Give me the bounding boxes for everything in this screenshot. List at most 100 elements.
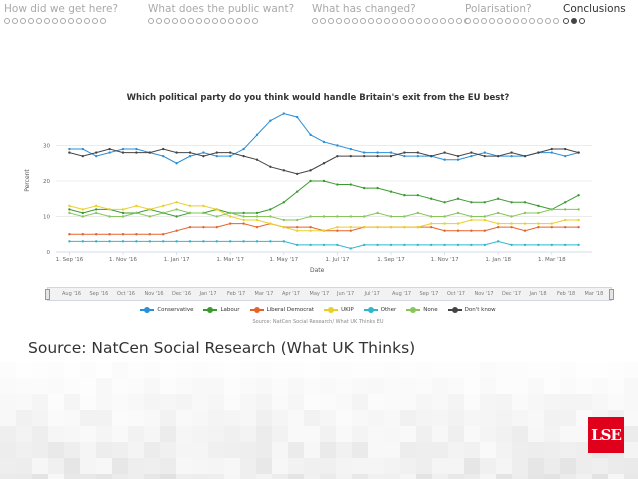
data-point[interactable] <box>510 215 513 218</box>
data-point[interactable] <box>322 215 326 218</box>
data-point[interactable] <box>269 222 272 225</box>
nav-progress-dot[interactable] <box>84 18 90 24</box>
data-point[interactable] <box>403 151 406 154</box>
data-point[interactable] <box>242 240 245 243</box>
series-line[interactable] <box>69 148 579 175</box>
data-point[interactable] <box>456 211 460 215</box>
nav-section-title[interactable]: What does the public want? <box>148 3 295 15</box>
data-point[interactable] <box>269 240 272 243</box>
series-line[interactable] <box>69 208 579 221</box>
nav-section-what-has-changed[interactable]: What has changed? <box>312 3 470 24</box>
nav-progress-dot[interactable] <box>448 18 454 24</box>
data-point[interactable] <box>389 190 393 193</box>
data-point[interactable] <box>443 229 446 232</box>
data-point[interactable] <box>81 233 84 236</box>
data-point[interactable] <box>497 197 500 200</box>
data-point[interactable] <box>121 233 125 236</box>
data-point[interactable] <box>255 211 259 215</box>
data-point[interactable] <box>108 233 111 236</box>
data-point[interactable] <box>456 222 460 225</box>
data-point[interactable] <box>564 147 567 151</box>
data-point[interactable] <box>349 147 352 151</box>
data-point[interactable] <box>497 211 500 215</box>
data-point[interactable] <box>523 201 527 204</box>
data-point[interactable] <box>121 211 125 215</box>
data-point[interactable] <box>322 162 326 165</box>
data-point[interactable] <box>403 194 406 197</box>
data-point[interactable] <box>483 243 486 247</box>
data-point[interactable] <box>162 204 165 208</box>
data-point[interactable] <box>550 243 553 247</box>
data-point[interactable] <box>255 240 259 243</box>
data-point[interactable] <box>81 147 84 151</box>
data-point[interactable] <box>269 208 272 211</box>
nav-progress-dot[interactable] <box>228 18 234 24</box>
data-point[interactable] <box>175 240 178 243</box>
nav-progress-dot[interactable] <box>60 18 66 24</box>
data-point[interactable] <box>108 151 111 154</box>
data-point[interactable] <box>202 151 205 154</box>
data-point[interactable] <box>269 215 272 218</box>
data-point[interactable] <box>430 197 433 200</box>
data-point[interactable] <box>349 225 352 229</box>
nav-progress-dot[interactable] <box>579 18 585 24</box>
nav-progress-dot[interactable] <box>4 18 10 24</box>
nav-progress-dot[interactable] <box>44 18 50 24</box>
data-point[interactable] <box>416 151 419 154</box>
data-point[interactable] <box>215 208 218 211</box>
series-line[interactable] <box>69 180 579 218</box>
data-point[interactable] <box>81 240 84 243</box>
data-point[interactable] <box>296 243 299 247</box>
data-point[interactable] <box>470 218 473 222</box>
data-point[interactable] <box>456 158 460 161</box>
nav-progress-dot[interactable] <box>220 18 226 24</box>
data-point[interactable] <box>229 222 232 225</box>
legend-item[interactable]: Labour <box>203 307 240 313</box>
nav-section-title[interactable]: How did we get here? <box>4 3 119 15</box>
data-point[interactable] <box>135 204 138 208</box>
data-point[interactable] <box>175 151 178 154</box>
data-point[interactable] <box>95 208 98 211</box>
nav-progress-dot[interactable] <box>489 18 495 24</box>
data-point[interactable] <box>564 208 567 211</box>
data-point[interactable] <box>175 215 178 218</box>
data-point[interactable] <box>510 151 513 154</box>
data-point[interactable] <box>416 154 419 158</box>
data-point[interactable] <box>229 211 232 215</box>
data-point[interactable] <box>349 154 352 158</box>
data-point[interactable] <box>229 215 232 218</box>
data-point[interactable] <box>403 243 406 247</box>
nav-progress-dot[interactable] <box>164 18 170 24</box>
data-point[interactable] <box>175 162 178 165</box>
data-point[interactable] <box>416 243 419 247</box>
data-point[interactable] <box>336 154 339 158</box>
data-point[interactable] <box>135 233 138 236</box>
data-point[interactable] <box>537 204 540 208</box>
data-point[interactable] <box>443 151 446 154</box>
data-point[interactable] <box>470 154 473 158</box>
nav-progress-dot[interactable] <box>68 18 74 24</box>
data-point[interactable] <box>349 215 352 218</box>
data-point[interactable] <box>443 222 446 225</box>
data-point[interactable] <box>188 204 192 208</box>
data-point[interactable] <box>389 225 393 229</box>
nav-progress-dot[interactable] <box>440 18 446 24</box>
nav-progress-dot[interactable] <box>252 18 258 24</box>
data-point[interactable] <box>483 154 486 158</box>
nav-progress-dot[interactable] <box>148 18 154 24</box>
data-point[interactable] <box>215 151 218 154</box>
data-point[interactable] <box>537 225 540 229</box>
data-point[interactable] <box>108 240 111 243</box>
legend-item[interactable]: Don't know <box>447 307 496 313</box>
data-point[interactable] <box>523 229 527 232</box>
data-point[interactable] <box>81 215 84 218</box>
data-point[interactable] <box>510 222 513 225</box>
nav-section-how-did-we-get-here[interactable]: How did we get here? <box>4 3 118 24</box>
data-point[interactable] <box>296 115 299 119</box>
data-point[interactable] <box>497 154 500 158</box>
data-point[interactable] <box>95 211 98 215</box>
data-point[interactable] <box>135 240 138 243</box>
data-point[interactable] <box>322 179 326 183</box>
data-point[interactable] <box>81 208 84 211</box>
data-point[interactable] <box>363 225 366 229</box>
